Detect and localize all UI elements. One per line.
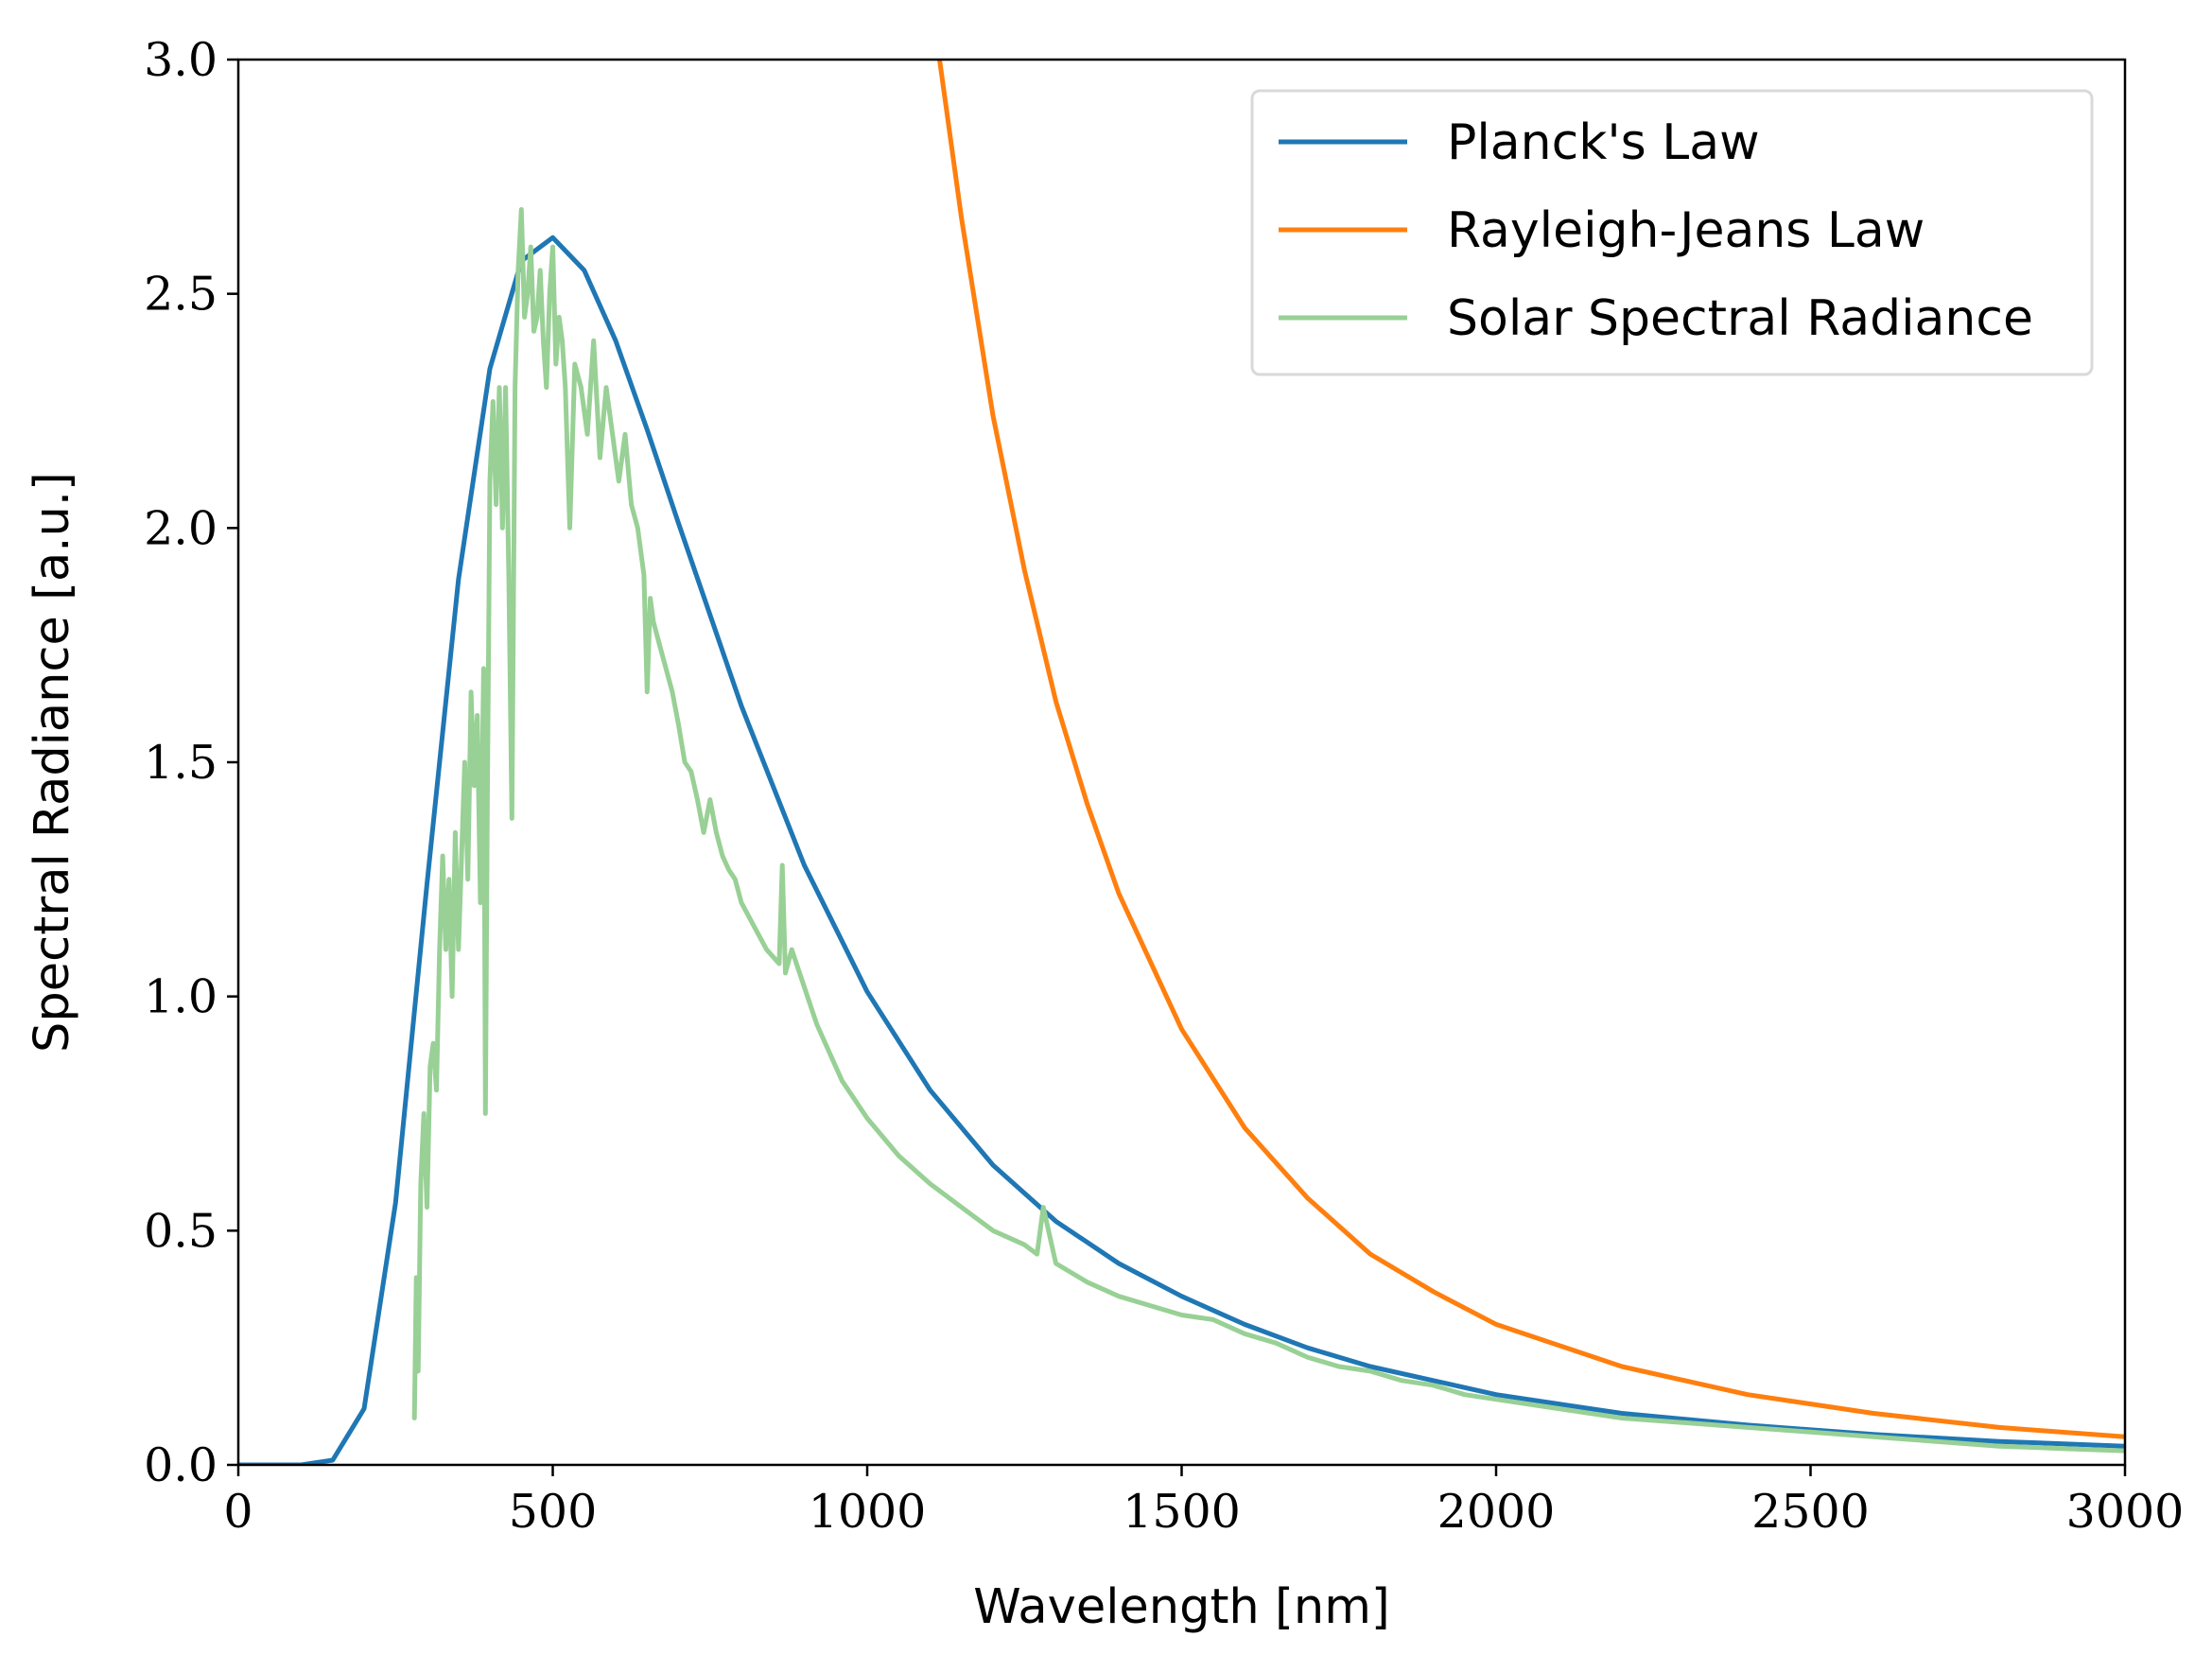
series-line-solar-spectral-radiance [411,207,2125,1454]
x-tick-label: 2500 [1751,1485,1870,1539]
ticks-group: 0 500 1000 1500 2000 2500 3000 0.0 0.5 1.0 1.5 2.0 2… [144,33,2184,1539]
x-tick-label: 1500 [1123,1485,1241,1539]
y-tick-label: 2.0 [144,501,218,555]
y-axis-label: Spectral Radiance [a.u.] [25,472,80,1053]
series-line-rayleigh-jeans-law [937,60,2125,1439]
y-tick-label: 0.5 [144,1204,218,1258]
x-axis-label: Wavelength [nm] [973,1579,1390,1635]
legend-box [1250,89,2094,376]
series-line-planck-s-law [238,235,2125,1465]
y-tick-label: 1.5 [144,736,218,790]
legend: Planck's Law Rayleigh-Jeans Law Solar Spec… [1250,89,2094,376]
legend-label-planck-s-law: Planck's Law [1447,114,1760,171]
y-tick-label: 2.5 [144,268,218,322]
legend-label-solar-spectral-radiance: Solar Spectral Radiance [1447,290,2033,347]
y-tick-label: 1.0 [144,970,218,1024]
x-tick-label: 0 [223,1485,253,1539]
x-tick-label: 2000 [1437,1485,1556,1539]
x-tick-label: 1000 [809,1485,927,1539]
series-group [238,60,2125,1465]
y-tick-label: 0.0 [144,1438,218,1492]
x-tick-label: 3000 [2066,1485,2185,1539]
legend-label-rayleigh-jeans-law: Rayleigh-Jeans Law [1447,202,1925,259]
x-tick-label: 500 [509,1485,598,1539]
y-tick-label: 3.0 [144,33,218,87]
